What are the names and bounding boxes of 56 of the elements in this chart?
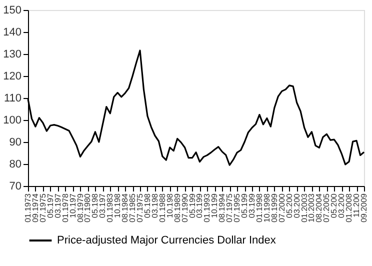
x-tick-label: 03.197: [98, 192, 108, 218]
x-tick-label: 03.198: [150, 192, 160, 218]
x-tick-label: 10.197: [68, 192, 78, 218]
x-tick-label: 03.200: [292, 192, 302, 218]
x-tick-label: 01.2008: [344, 192, 354, 222]
x-tick-label: 08.1989: [172, 192, 182, 222]
x-tick-label: 07.2005: [322, 192, 332, 222]
x-tick-label: 05.197: [46, 192, 55, 218]
x-tick-label: 01.1973: [24, 192, 32, 222]
y-tick-label: 150: [3, 4, 22, 16]
x-tick-label: 07.1990: [180, 192, 190, 222]
x-tick-label: 07.1985: [128, 192, 138, 222]
x-tick-label: 07.1975: [136, 192, 144, 222]
y-tick-label: 110: [4, 92, 22, 104]
x-tick-label: 01.1983: [106, 192, 115, 222]
x-tick-label: 11.200: [352, 192, 362, 218]
x-tick-label: 05.198: [142, 192, 152, 218]
x-tick-label: 03.199: [195, 192, 204, 218]
x-tick-label: 05.199: [188, 192, 197, 218]
x-tick-label: 07.2000: [277, 192, 286, 222]
y-tick-label: 130: [3, 48, 22, 60]
x-tick-label: 01.1988: [158, 192, 167, 222]
x-tick-label: 08.1994: [218, 192, 227, 222]
x-tick-label: 10.199: [210, 192, 220, 218]
x-tick-label: 08.1984: [120, 192, 130, 222]
y-tick-label: 80: [9, 158, 22, 170]
x-tick-label: 05.200: [330, 192, 339, 218]
x-tick-label: 10.1998: [262, 192, 272, 222]
x-tick-label: 08.2004: [314, 192, 324, 222]
x-tick-label: 08.1999: [270, 192, 279, 222]
x-tick-label: 08.1979: [76, 192, 85, 222]
y-tick-label: 70: [9, 180, 22, 192]
x-tick-label: 03.200: [337, 192, 346, 218]
x-tick-label: 01.2003: [300, 192, 309, 222]
x-tick-label: 03.199: [248, 192, 256, 218]
x-tick-label: 01.1998: [254, 192, 264, 222]
x-tick-label: 07.1980: [83, 192, 92, 222]
x-tick-label: 10.198: [113, 192, 122, 218]
x-tick-label: 10.198: [165, 192, 174, 218]
x-tick-label: 05.199: [240, 192, 250, 218]
x-tick-label: 03.197: [53, 192, 62, 218]
x-tick-label: 07.1995: [232, 192, 242, 222]
x-tick-label: 01.1978: [60, 192, 70, 222]
x-tick-label: 07.1975: [225, 192, 234, 222]
x-tick-label: 07.1975: [38, 192, 48, 222]
x-tick-label: 10.2003: [307, 192, 316, 222]
x-tick-label: 05.200: [284, 192, 294, 218]
x-tick-label: 05.198: [90, 192, 100, 218]
x-tick-label: 09.1974: [30, 192, 40, 222]
y-tick-label: 120: [3, 70, 22, 82]
y-tick-label: 90: [9, 136, 22, 148]
x-tick-label: 01.1993: [202, 192, 212, 222]
x-tick-label: 09.2009: [360, 192, 368, 222]
legend-label: Price-adjusted Major Currencies Dollar Index: [57, 234, 276, 246]
y-tick-label: 100: [3, 114, 22, 126]
y-tick-label: 140: [3, 26, 22, 38]
